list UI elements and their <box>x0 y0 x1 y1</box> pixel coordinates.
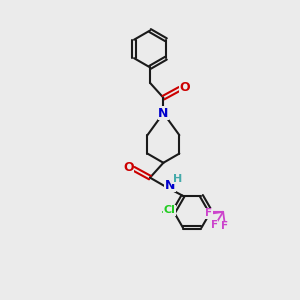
Text: N: N <box>158 106 169 120</box>
Text: H: H <box>173 174 182 184</box>
Text: N: N <box>165 179 175 192</box>
Text: O: O <box>180 81 190 94</box>
Text: O: O <box>123 161 134 174</box>
Text: F: F <box>205 208 212 218</box>
Text: F: F <box>221 221 228 231</box>
Text: F: F <box>211 220 218 230</box>
Text: Cl: Cl <box>164 205 175 215</box>
